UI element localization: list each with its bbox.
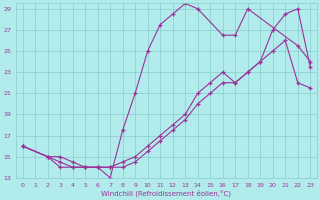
X-axis label: Windchill (Refroidissement éolien,°C): Windchill (Refroidissement éolien,°C) <box>101 189 231 197</box>
